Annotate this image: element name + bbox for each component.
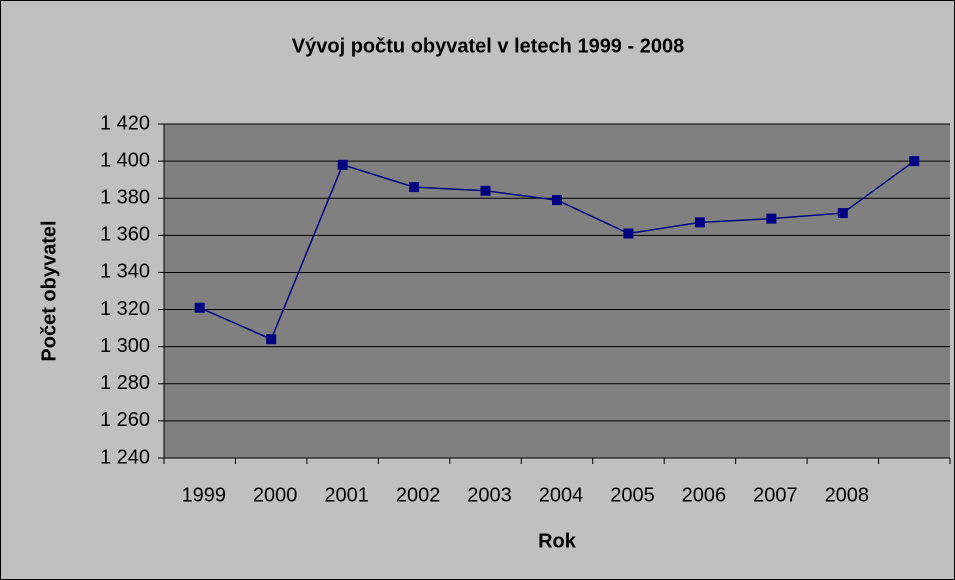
chart-title: Vývoj počtu obyvatel v letech 1999 - 200…	[292, 35, 684, 57]
point-marker	[552, 195, 562, 206]
point-marker	[623, 228, 634, 239]
y-tick-label: 1 240	[100, 446, 150, 468]
x-tick-label: 2000	[253, 484, 298, 506]
point-marker	[337, 159, 348, 170]
x-tick-label: 2003	[467, 484, 512, 506]
x-tick-label: 2006	[682, 484, 727, 506]
x-tick-label: 2004	[539, 484, 584, 506]
point-marker	[766, 213, 777, 224]
point-marker	[194, 302, 205, 313]
point-marker	[837, 208, 848, 219]
y-tick-label: 1 280	[100, 372, 150, 394]
y-tick-label: 1 260	[100, 409, 150, 431]
x-tick-label: 2008	[825, 484, 870, 506]
x-tick-label: 1999	[181, 484, 226, 506]
point-marker	[480, 185, 491, 196]
y-tick-label: 1 340	[100, 261, 150, 283]
y-tick-label: 1 400	[100, 149, 150, 171]
y-tick-label: 1 360	[100, 224, 150, 246]
y-tick-label: 1 320	[100, 298, 150, 320]
point-marker	[694, 217, 705, 228]
point-marker	[409, 182, 420, 193]
x-tick-label: 2007	[753, 484, 798, 506]
plot-area	[164, 124, 950, 458]
x-tick-label: 2002	[396, 484, 441, 506]
y-tick-label: 1 420	[100, 112, 150, 134]
x-axis-title: Rok	[538, 530, 577, 552]
x-tick-label: 2001	[324, 484, 369, 506]
point-marker	[909, 156, 920, 167]
y-tick-label: 1 380	[100, 187, 150, 209]
x-tick-label: 2005	[610, 484, 655, 506]
point-marker	[266, 334, 277, 345]
y-tick-label: 1 300	[100, 335, 150, 357]
y-axis-title: Počet obyvatel	[38, 220, 60, 361]
